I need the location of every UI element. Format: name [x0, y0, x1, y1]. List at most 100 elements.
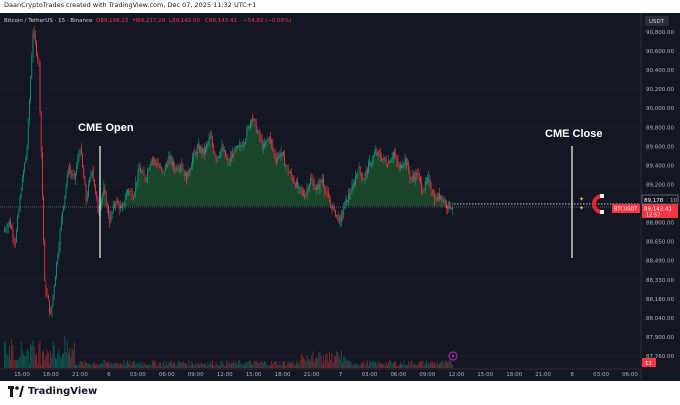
volume-bar: [420, 362, 421, 368]
volume-bar: [440, 362, 442, 368]
volume-bar: [69, 348, 70, 368]
candle-body: [311, 178, 313, 180]
candle-body: [423, 189, 425, 191]
candle-body: [385, 160, 387, 165]
candle-body: [387, 164, 388, 168]
candle-body: [31, 56, 33, 79]
volume-bar: [202, 364, 204, 368]
candle-body: [188, 170, 190, 173]
candle-body: [226, 156, 228, 159]
legend-low: L89,142.00: [169, 18, 201, 24]
volume-bar: [387, 364, 388, 368]
volume-bar: [147, 365, 148, 368]
candle-body: [450, 208, 452, 209]
volume-bar: [415, 364, 417, 368]
volume-bar: [427, 365, 429, 368]
candle-body: [252, 115, 254, 121]
candle-body: [86, 195, 88, 201]
volume-bar: [221, 360, 223, 368]
volume-bar: [150, 365, 152, 368]
candle-body: [297, 181, 299, 188]
price-chart[interactable]: CME Open CME Close ✦ ✦ Bitcoin / TetherU…: [0, 13, 680, 381]
candle-body: [349, 193, 351, 195]
candle-body: [46, 293, 48, 296]
candle-body: [103, 186, 105, 194]
candle-body: [190, 165, 192, 170]
candle-body: [201, 146, 203, 153]
volume-bar: [124, 365, 126, 368]
volume-bar: [405, 365, 407, 368]
volume-bar: [229, 363, 231, 368]
volume-bar: [311, 355, 313, 368]
time-axis-tick: 6: [107, 372, 111, 378]
volume-bar: [212, 360, 213, 368]
candle-body: [210, 136, 212, 139]
volume-bar: [395, 360, 397, 368]
volume-bar: [320, 356, 322, 368]
volume-bar: [105, 362, 107, 368]
volume-bar: [262, 362, 264, 368]
volume-bar: [246, 362, 248, 368]
volume-bar: [226, 360, 228, 368]
volume-bar: [235, 361, 237, 368]
volume-bar: [181, 363, 183, 368]
candle-body: [34, 33, 36, 43]
candle-body: [260, 137, 262, 139]
candle-body: [273, 149, 275, 154]
volume-bar: [39, 340, 41, 368]
volume-bar: [28, 363, 30, 368]
candle-body: [228, 162, 230, 164]
candle-body: [298, 185, 300, 188]
candle-body: [32, 33, 34, 57]
candle-body: [279, 153, 281, 157]
time-axis-tick: 8: [570, 372, 574, 378]
candle-body: [20, 193, 22, 198]
volume-bar: [10, 359, 11, 368]
volume-bar: [441, 360, 443, 368]
candle-body: [409, 170, 411, 178]
candle-body: [168, 156, 170, 166]
volume-bar: [370, 362, 372, 368]
candle-body: [433, 194, 434, 196]
candle-body: [109, 216, 111, 224]
volume-bar: [32, 339, 34, 368]
volume-bar: [424, 363, 426, 368]
price-axis-tick: 87,900.00: [646, 335, 674, 341]
candle-body: [196, 147, 198, 155]
candle-body: [25, 156, 27, 163]
volume-bar: [45, 355, 47, 368]
price-axis-tick: 90,600.00: [646, 49, 674, 55]
candle-body: [161, 167, 163, 170]
tradingview-logo[interactable]: TradingView: [8, 386, 97, 397]
candle-body: [101, 199, 102, 207]
candle-body: [353, 183, 355, 185]
candle-body: [293, 178, 295, 184]
candle-body: [313, 182, 315, 190]
volume-bar: [444, 360, 446, 368]
time-axis-tick: 03:00: [361, 372, 377, 378]
candle-body: [305, 192, 307, 195]
volume-bar: [233, 360, 235, 368]
candle-body: [77, 157, 79, 166]
volume-bar: [177, 361, 179, 368]
candle-body: [197, 143, 199, 148]
candle-body: [348, 193, 349, 202]
candle-body: [216, 157, 218, 158]
volume-bar: [145, 365, 147, 368]
volume-bar: [199, 364, 200, 368]
candle-body: [30, 78, 31, 102]
volume-bar: [114, 363, 115, 368]
candle-body: [166, 164, 167, 166]
candle-body: [331, 204, 333, 210]
chart-area[interactable]: CME Open CME Close ✦ ✦ Bitcoin / TetherU…: [0, 13, 680, 381]
candle-body: [222, 147, 224, 151]
volume-bar: [266, 364, 268, 368]
candle-body: [151, 157, 153, 160]
volume-bar: [205, 364, 206, 368]
candle-body: [356, 173, 358, 177]
candle-body: [314, 189, 316, 190]
volume-bar: [192, 362, 193, 368]
candle-body: [362, 178, 364, 180]
candle-body: [428, 175, 430, 178]
volume-bar: [169, 362, 171, 368]
